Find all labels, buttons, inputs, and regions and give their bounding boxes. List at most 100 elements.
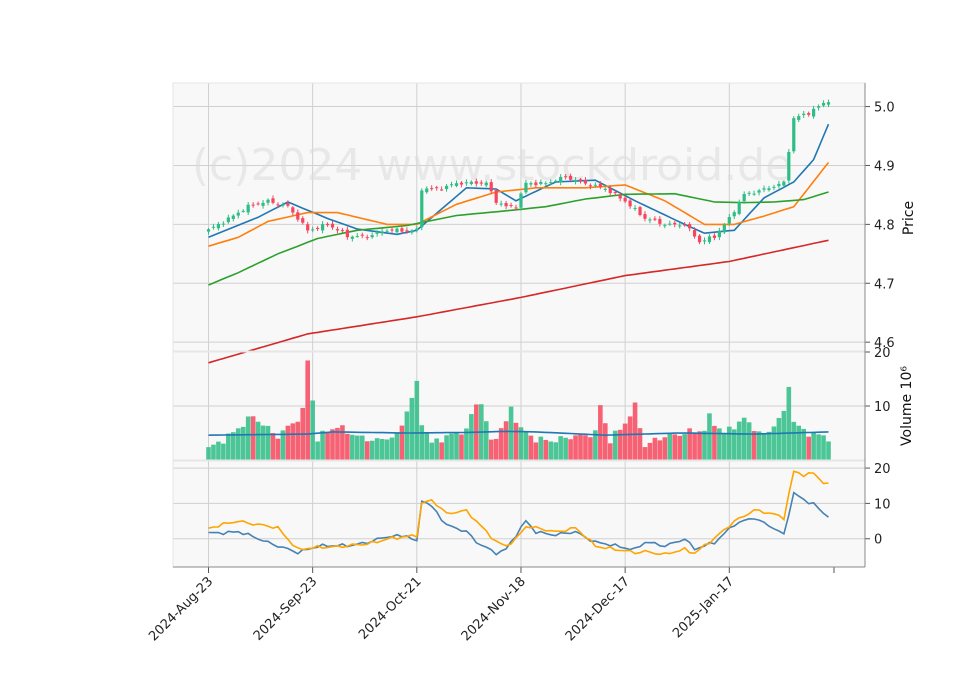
price-tick-label: 5.0 bbox=[874, 101, 895, 116]
volume-bar bbox=[240, 426, 246, 460]
candle-down bbox=[683, 224, 687, 226]
candle-down bbox=[643, 214, 647, 219]
volume-bar bbox=[290, 423, 296, 460]
candle-up bbox=[410, 230, 414, 233]
volume-bar bbox=[325, 431, 330, 460]
candle-down bbox=[479, 182, 483, 184]
candle-up bbox=[772, 186, 776, 188]
candle-up bbox=[787, 151, 791, 181]
moving-average-lines bbox=[208, 123, 830, 364]
candle-up bbox=[231, 215, 235, 219]
x-tick-label: 2024-Aug-23 bbox=[146, 574, 216, 644]
candle-up bbox=[206, 229, 211, 232]
indicator-tick-label: 0 bbox=[874, 533, 882, 548]
volume-bar bbox=[235, 428, 241, 460]
candle-up bbox=[707, 236, 712, 243]
volume-bar bbox=[727, 426, 732, 460]
volume-axis-title: Volume 10⁶ bbox=[899, 366, 915, 446]
candle-up bbox=[211, 226, 216, 228]
volume-bar bbox=[617, 429, 623, 460]
x-tick-label: 2025-Jan-17 bbox=[670, 574, 737, 641]
candle-down bbox=[673, 222, 677, 225]
candle-up bbox=[802, 113, 806, 116]
volume-bar bbox=[270, 433, 276, 460]
volume-bar bbox=[538, 436, 544, 460]
volume-bar bbox=[231, 432, 236, 460]
volume-bar bbox=[533, 442, 539, 460]
candle-up bbox=[732, 212, 736, 217]
volume-bar bbox=[548, 441, 554, 460]
candle-up bbox=[216, 223, 221, 229]
indicator-panel bbox=[173, 461, 865, 567]
candle-up bbox=[266, 199, 270, 203]
volume-bar bbox=[399, 425, 405, 460]
volume-bar bbox=[528, 435, 534, 460]
volume-bar bbox=[687, 428, 692, 460]
candle-up bbox=[499, 203, 503, 205]
volume-bar bbox=[320, 430, 325, 460]
volume-bar bbox=[245, 416, 251, 460]
volume-bar bbox=[801, 428, 806, 460]
candle-up bbox=[370, 235, 374, 238]
candle-up bbox=[782, 181, 786, 186]
volume-bar bbox=[761, 434, 767, 460]
volume-bar bbox=[335, 427, 340, 460]
candle-down bbox=[692, 230, 697, 237]
candle-up bbox=[425, 188, 429, 193]
volume-bar bbox=[811, 432, 816, 460]
volume-bar bbox=[563, 437, 568, 460]
volume-bar bbox=[295, 421, 301, 460]
candle-down bbox=[301, 218, 305, 223]
volume-bar bbox=[359, 435, 365, 460]
candle-down bbox=[400, 228, 404, 232]
candle-down bbox=[440, 189, 444, 191]
candle-up bbox=[633, 207, 637, 209]
candle-down bbox=[613, 192, 617, 194]
candle-down bbox=[390, 229, 394, 231]
volume-bar bbox=[513, 422, 519, 460]
volume-bar bbox=[216, 441, 221, 460]
volume-bar bbox=[826, 441, 831, 460]
candle-down bbox=[509, 205, 513, 207]
candle-up bbox=[380, 231, 384, 234]
candle-up bbox=[821, 102, 826, 106]
candle-up bbox=[350, 236, 354, 239]
candle-up bbox=[777, 183, 781, 187]
candle-up bbox=[261, 202, 265, 206]
candle-down bbox=[430, 188, 434, 190]
volume-tick-label: 10 bbox=[874, 400, 891, 415]
volume-bar bbox=[444, 435, 449, 460]
moving-average-line bbox=[208, 191, 829, 286]
candle-up bbox=[816, 106, 821, 108]
volume-bar bbox=[672, 434, 678, 460]
volume-bar bbox=[355, 435, 360, 460]
volume-bar bbox=[707, 413, 712, 460]
candle-up bbox=[420, 190, 424, 228]
volume-bar bbox=[791, 421, 797, 460]
candle-down bbox=[514, 207, 518, 209]
candle-up bbox=[573, 180, 578, 182]
volume-bar bbox=[280, 430, 286, 460]
candle-down bbox=[256, 203, 260, 205]
candle-up bbox=[236, 212, 240, 216]
volume-bar bbox=[483, 421, 489, 460]
volume-bar bbox=[364, 441, 370, 460]
candle-up bbox=[742, 194, 746, 202]
candle-down bbox=[628, 200, 632, 207]
grid-lines bbox=[173, 83, 865, 567]
candle-up bbox=[246, 204, 250, 213]
candle-up bbox=[826, 102, 831, 105]
candle-down bbox=[494, 190, 498, 203]
volume-bar bbox=[498, 428, 504, 460]
candle-up bbox=[648, 219, 652, 221]
volume-bar bbox=[379, 439, 385, 460]
candle-up bbox=[395, 228, 399, 233]
indicator-tick-label: 20 bbox=[874, 462, 891, 477]
volume-bar bbox=[424, 431, 430, 460]
volume-bar bbox=[310, 400, 315, 460]
volume-bar bbox=[731, 429, 737, 460]
candle-down bbox=[271, 198, 275, 203]
volume-bar bbox=[469, 414, 474, 460]
moving-average-line bbox=[208, 162, 830, 247]
volume-bar bbox=[751, 431, 757, 460]
